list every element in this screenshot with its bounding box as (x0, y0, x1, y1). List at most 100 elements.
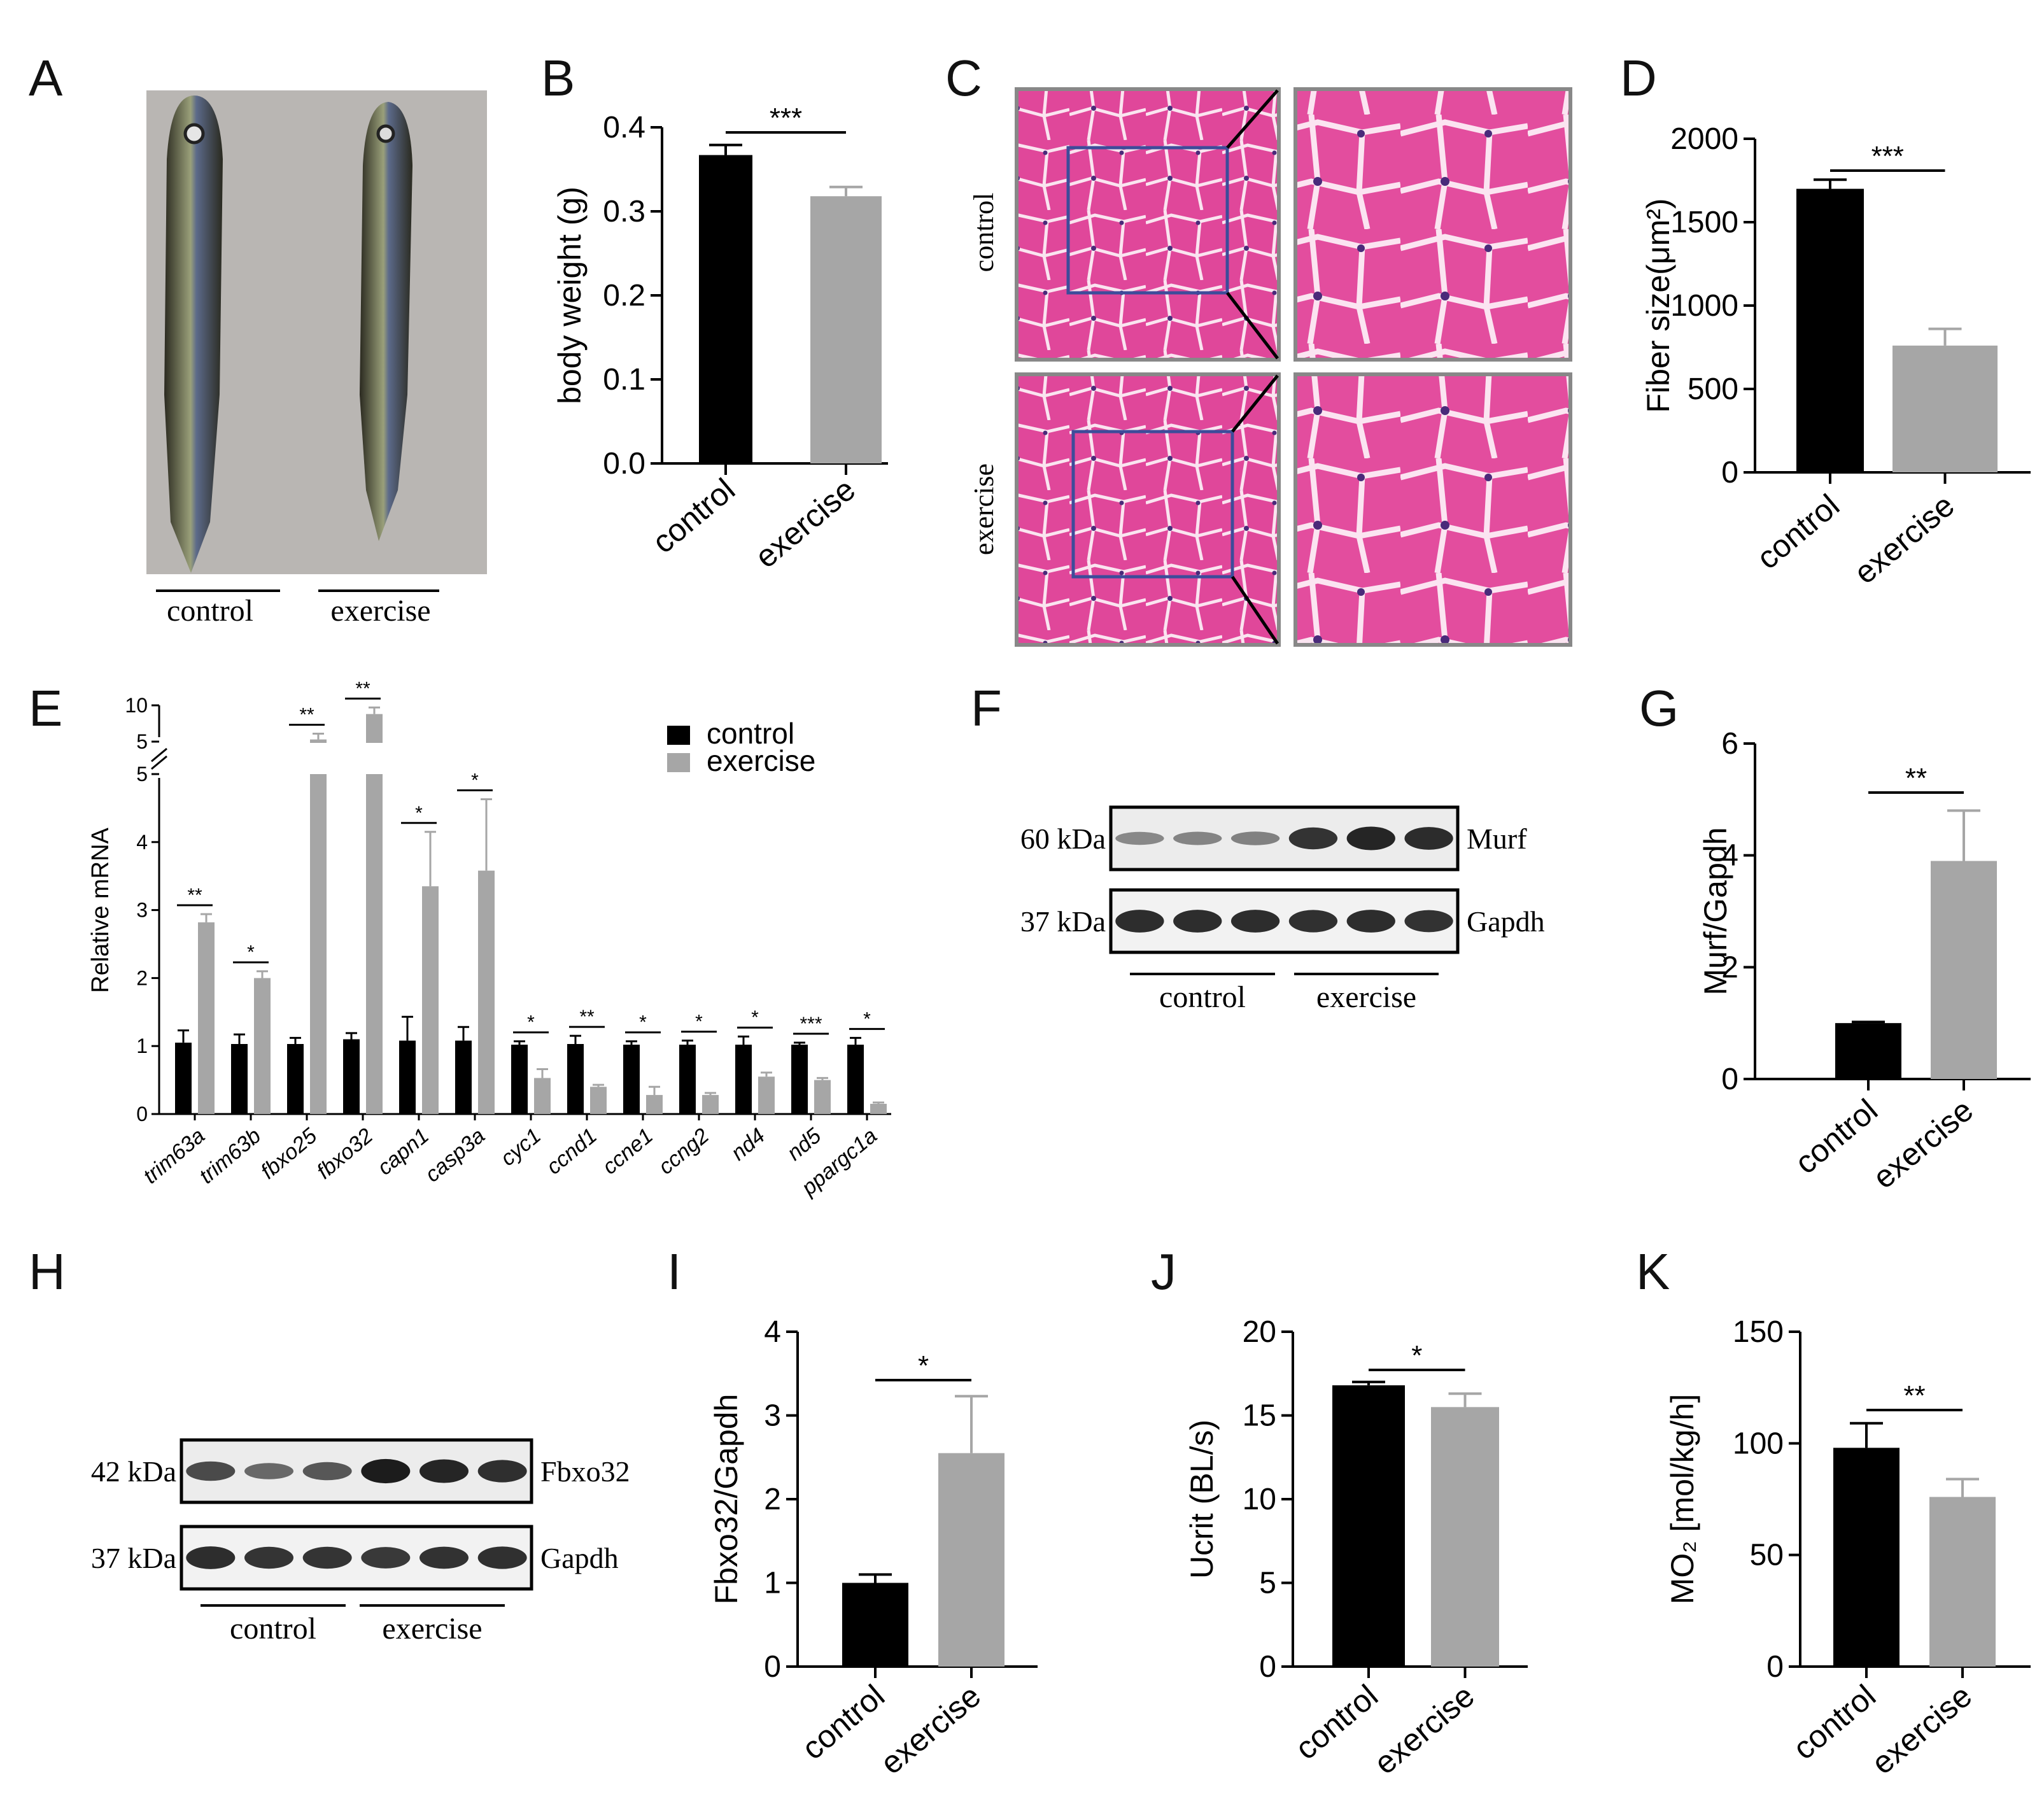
fish-control-image (164, 95, 223, 573)
bar-exercise-ccne1 (646, 1095, 663, 1114)
significance-marker: ** (187, 885, 202, 906)
y-tick-label: 0 (1721, 456, 1738, 490)
y-tick-label: 6 (1721, 727, 1738, 761)
molecular-weight-label: 60 kDa (1020, 822, 1106, 855)
x-tick-label: exercise (748, 472, 862, 575)
significance-marker: * (918, 1350, 929, 1381)
blot-band (477, 1460, 527, 1483)
fish-exercise-eye (376, 124, 395, 143)
y-axis-label: Murf/Gapdh (1698, 827, 1733, 995)
x-tick-label: nd5 (782, 1124, 826, 1166)
legend-swatch-control (667, 726, 690, 745)
bar-control-ccne1 (623, 1045, 640, 1114)
bar-exercise (1431, 1407, 1499, 1667)
y-tick-label: 1 (764, 1567, 781, 1600)
blot-band (1404, 910, 1453, 933)
bar-exercise-upper-fbxo32 (366, 714, 383, 743)
y-axis-label: Fiber size(μm²) (1640, 198, 1676, 413)
protein-label: Murf (1467, 822, 1527, 855)
x-tick-label: trim63a (139, 1124, 209, 1189)
y-tick-label: 0 (1766, 1650, 1784, 1684)
bar-exercise (1931, 861, 1997, 1079)
zoom-line (1226, 292, 1279, 360)
blot-band (1230, 910, 1280, 933)
bar-control-ccng2 (679, 1045, 696, 1114)
y-tick-label: 5 (136, 730, 148, 753)
bar-control (1833, 1448, 1900, 1667)
bar-control-fbxo32 (343, 1039, 360, 1114)
x-tick-label: exercise (873, 1678, 987, 1782)
blot-band (186, 1546, 236, 1569)
blot-band (1346, 910, 1395, 933)
zoom-line (1230, 575, 1279, 645)
y-tick-label: 20 (1243, 1315, 1276, 1349)
y-tick-label: 15 (1243, 1399, 1276, 1433)
x-tick-label: exercise (1367, 1678, 1481, 1782)
bar-exercise-nd4 (758, 1076, 775, 1114)
y-tick-label: 0.3 (603, 195, 645, 229)
bar-control-cyc1 (511, 1045, 528, 1114)
y-axis-label: Relative mRNA (87, 827, 114, 992)
y-tick-label: 3 (136, 899, 148, 922)
panel-f-western-blot: 60 kDa Murf 37 kDa Gapdh control exercise (1020, 805, 1545, 1014)
y-tick-label: 0 (1721, 1062, 1738, 1096)
zoom-box-control (1066, 146, 1229, 295)
x-tick-label: control (1750, 488, 1846, 576)
panel-letter-j: J (1151, 1243, 1176, 1300)
significance-marker: * (1411, 1340, 1422, 1371)
axis-break-mark (151, 755, 167, 770)
bar-control-nd5 (791, 1045, 808, 1114)
panel-c-histology: control exercise (968, 87, 1572, 647)
axis-break-mark (151, 747, 167, 763)
y-tick-label: 0.4 (603, 111, 645, 145)
bar-exercise-capn1 (422, 886, 439, 1114)
y-tick-label: 5 (1259, 1567, 1276, 1600)
x-tick-label: cyc1 (496, 1124, 546, 1171)
blot-group-label-exercise: exercise (1316, 980, 1416, 1014)
blot-band (1173, 910, 1222, 933)
significance-marker: *** (1871, 141, 1904, 172)
x-tick-label: fbxo25 (257, 1124, 322, 1184)
blot-band (1230, 831, 1280, 845)
histology-control-zoom (1293, 87, 1572, 362)
legend-swatch-exercise (667, 753, 690, 772)
bar-exercise-ccng2 (702, 1095, 719, 1114)
blot-target-row (1109, 805, 1460, 871)
significance-marker: * (751, 1007, 759, 1028)
protein-label: Gapdh (1467, 905, 1545, 938)
panel-letter-k: K (1636, 1243, 1670, 1300)
significance-marker: *** (770, 102, 802, 134)
bar-exercise-trim63a (198, 922, 215, 1114)
zoom-box-exercise (1071, 430, 1234, 579)
panel-letter-e: E (29, 680, 62, 737)
blot-band (1346, 826, 1395, 850)
panel-letter-c: C (945, 50, 982, 106)
y-tick-label: 10 (1243, 1483, 1276, 1516)
x-tick-label: exercise (1866, 1092, 1980, 1196)
bar-control-capn1 (399, 1040, 416, 1114)
bar-control-trim63a (175, 1042, 192, 1114)
blot-band (361, 1458, 411, 1484)
bar-control-ccnd1 (567, 1043, 584, 1114)
histology-row-label-control: control (968, 193, 999, 272)
y-tick-label: 1 (136, 1034, 148, 1057)
x-tick-label: ccnd1 (542, 1124, 602, 1179)
y-axis-label: MO₂ [mol/kg/h] (1665, 1394, 1700, 1605)
bar-control-nd4 (735, 1045, 752, 1114)
blot-band (419, 1546, 469, 1569)
blot-band (1288, 910, 1338, 933)
significance-marker: ** (355, 678, 370, 699)
chart-b-body-weight: 0.0 0.1 0.2 0.3 0.4 body weight (g) control exe… (552, 102, 888, 575)
blot-band (186, 1461, 236, 1481)
y-tick-label: 0 (1259, 1650, 1276, 1684)
panel-a-photo: control exercise (146, 90, 487, 628)
panel-h-western-blot: 42 kDa Fbxo32 37 kDa Gapdh control exercise (91, 1438, 630, 1646)
blot-band (302, 1462, 352, 1481)
blot-band (1404, 827, 1453, 850)
bar-exercise-ppargc1a (870, 1103, 887, 1114)
histology-exercise-zoom (1293, 372, 1572, 647)
